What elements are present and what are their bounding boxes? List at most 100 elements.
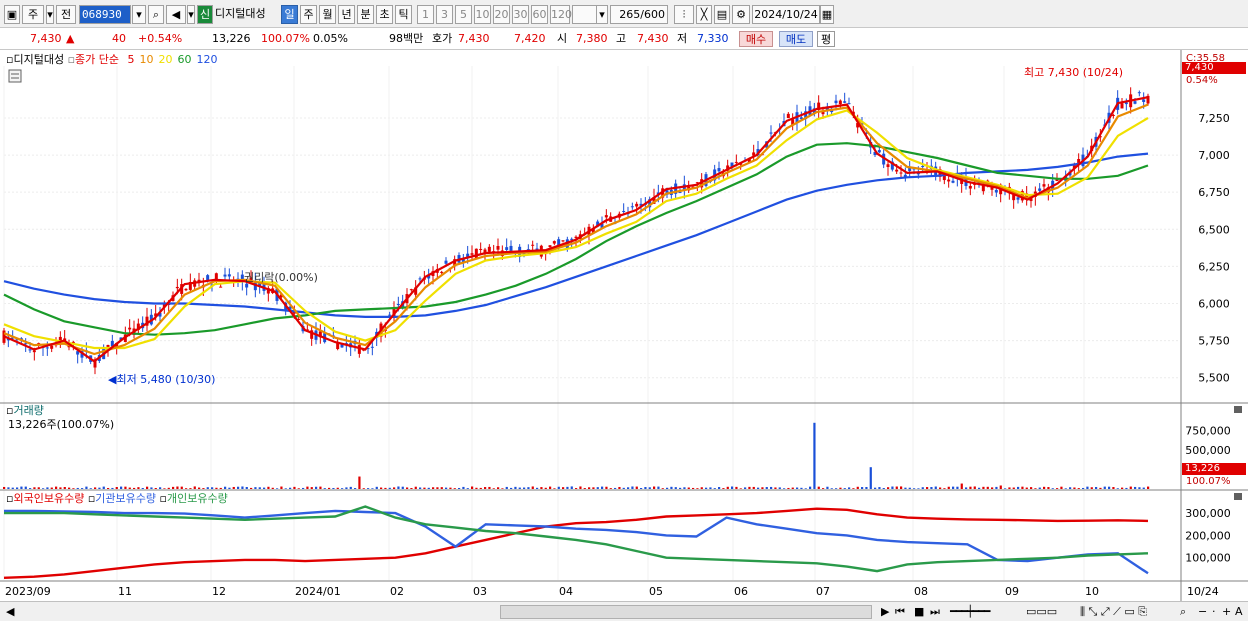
volume-bar <box>458 487 461 489</box>
volume-bar <box>315 486 318 489</box>
interval-tab-4[interactable]: 20 <box>493 5 510 24</box>
volume-bar <box>891 486 894 489</box>
tool-icons[interactable]: ⫼ ⤡ ⤢ ⟋ ▭ ⎘ <box>1080 605 1148 618</box>
gear-icon[interactable]: ⚙ <box>732 5 750 24</box>
candle-body <box>427 275 431 279</box>
holdings-panel-close-icon[interactable] <box>1234 493 1242 500</box>
volume-bar <box>679 487 682 489</box>
period-tab-6[interactable]: 틱 <box>395 5 412 24</box>
window-icon[interactable]: ▣ <box>4 5 20 24</box>
period-tab-1[interactable]: 주 <box>300 5 317 24</box>
sell-button[interactable]: 매도 <box>779 31 813 47</box>
low-annotation-text: 최저 5,480 (10/30) <box>116 373 216 386</box>
zoom-out-icon[interactable]: − <box>1198 605 1208 618</box>
scroll-end-icon[interactable]: ⏭ <box>930 605 940 618</box>
date-input[interactable]: 2024/10/24 <box>752 5 820 24</box>
volume-bar <box>618 486 621 489</box>
period-tab-0[interactable]: 일 <box>281 5 298 24</box>
legend-bullet: ▫ <box>6 492 14 505</box>
volume-bar <box>133 487 136 489</box>
price-tick-label: 6,750 <box>1198 186 1230 199</box>
sound-icon[interactable]: ◀ <box>166 5 186 24</box>
volume-bar <box>722 488 725 489</box>
interval-tab-0[interactable]: 1 <box>417 5 434 24</box>
interval-dropdown-icon[interactable]: ▾ <box>596 5 608 24</box>
auto-scale-icon[interactable]: A <box>1235 605 1243 618</box>
interval-tab-6[interactable]: 60 <box>531 5 548 24</box>
holdings-tick-label: 200,000 <box>1185 529 1231 542</box>
period-tab-4[interactable]: 분 <box>357 5 374 24</box>
interval-tab-7[interactable]: 120 <box>550 5 572 24</box>
stop-icon[interactable]: ■ <box>914 605 925 618</box>
reset-icon[interactable]: · <box>1212 605 1216 618</box>
chevron-down-icon[interactable]: ▾ <box>46 5 54 24</box>
candle-body <box>80 351 84 358</box>
candle-body <box>570 238 574 240</box>
layout-icon[interactable]: ▭▭▭ <box>1026 605 1058 618</box>
save-icon[interactable]: ▤ <box>714 5 730 24</box>
volume-bar <box>445 487 448 489</box>
volume-bar <box>375 486 378 489</box>
volume-bar <box>488 486 491 489</box>
volume-bar <box>1069 487 1072 489</box>
x-tick-label: 10 <box>1085 585 1099 598</box>
volume-value-label: 13,226주(100.07%) <box>8 418 115 431</box>
candle-body <box>136 323 140 331</box>
volume-bar <box>345 487 348 489</box>
price-panel-legend: ▫디지털대성 ▫종가 단순 5 10 20 60 120 <box>6 53 218 67</box>
legend-institution: 기관보유수량 <box>95 492 157 505</box>
candle-body <box>483 249 487 253</box>
scroll-thumb[interactable] <box>500 605 872 619</box>
search-icon[interactable]: ⌕ <box>148 5 164 24</box>
stock-code-input[interactable]: 068930 <box>79 5 131 24</box>
volume-bar <box>228 487 231 489</box>
sound-dropdown-icon[interactable]: ▾ <box>187 5 195 24</box>
holdings-line-2 <box>4 505 1149 573</box>
count-input[interactable]: 265/600 <box>610 5 668 24</box>
interval-tab-1[interactable]: 3 <box>436 5 453 24</box>
zoom-slider[interactable]: ━━━┿━━━ <box>950 605 990 618</box>
type-select[interactable]: 전 <box>56 5 76 24</box>
volume-bar <box>783 488 786 489</box>
scroll-right-icon[interactable]: ▶ <box>881 605 890 618</box>
volume-bar <box>388 487 391 489</box>
candle-body <box>1038 188 1042 191</box>
volume-bar <box>250 487 253 489</box>
stock-chart[interactable]: 5,500 5,750 6,000 6,250 6,500 6,750 7,000 7,250… <box>0 50 1248 601</box>
volume-bar <box>328 487 331 489</box>
volume-bar <box>817 486 820 489</box>
volume-bar <box>735 486 738 489</box>
interval-tab-3[interactable]: 10 <box>474 5 491 24</box>
volume-bar <box>68 487 71 489</box>
candle-body <box>310 330 314 339</box>
volume-bar <box>297 488 300 489</box>
interval-tab-5[interactable]: 30 <box>512 5 529 24</box>
candle-type-icon[interactable]: ⫶ <box>674 5 694 24</box>
volume-panel-close-icon[interactable] <box>1234 406 1242 413</box>
period-tab-5[interactable]: 초 <box>376 5 393 24</box>
volume-bar <box>505 486 508 489</box>
candle-body <box>340 344 344 348</box>
calendar-icon[interactable]: ▦ <box>820 5 834 24</box>
panel-menu-icon[interactable] <box>8 69 22 83</box>
draw-tool-icon[interactable]: ╳ <box>696 5 712 24</box>
volume-bar <box>154 488 157 489</box>
volume-bar <box>306 486 309 489</box>
average-button[interactable]: 평 <box>817 31 835 47</box>
period-tab-3[interactable]: 년 <box>338 5 355 24</box>
legend-individual: 개인보유수량 <box>166 492 228 505</box>
code-dropdown-icon[interactable]: ▾ <box>132 5 146 24</box>
volume-bar <box>1138 487 1141 489</box>
buy-button[interactable]: 매수 <box>739 31 773 47</box>
scroll-start-icon[interactable]: ⏮ <box>895 605 905 618</box>
interval-tab-2[interactable]: 5 <box>455 5 472 24</box>
scroll-left-icon[interactable]: ◀ <box>6 605 15 618</box>
zoom-in-icon[interactable]: + <box>1222 605 1232 618</box>
chart-scrollbar[interactable]: ◀ ▶ ⏮ ■ ⏭ ━━━┿━━━ ▭▭▭ ⫼ ⤡ ⤢ ⟋ ▭ ⎘ ⌕ − · … <box>0 601 1248 621</box>
period-tab-2[interactable]: 월 <box>319 5 336 24</box>
zoom-icon[interactable]: ⌕ <box>1180 605 1187 618</box>
candle-body <box>968 185 972 189</box>
volume-bar <box>865 487 868 489</box>
volume-bar <box>466 488 469 489</box>
period-select[interactable]: 주 <box>22 5 44 24</box>
